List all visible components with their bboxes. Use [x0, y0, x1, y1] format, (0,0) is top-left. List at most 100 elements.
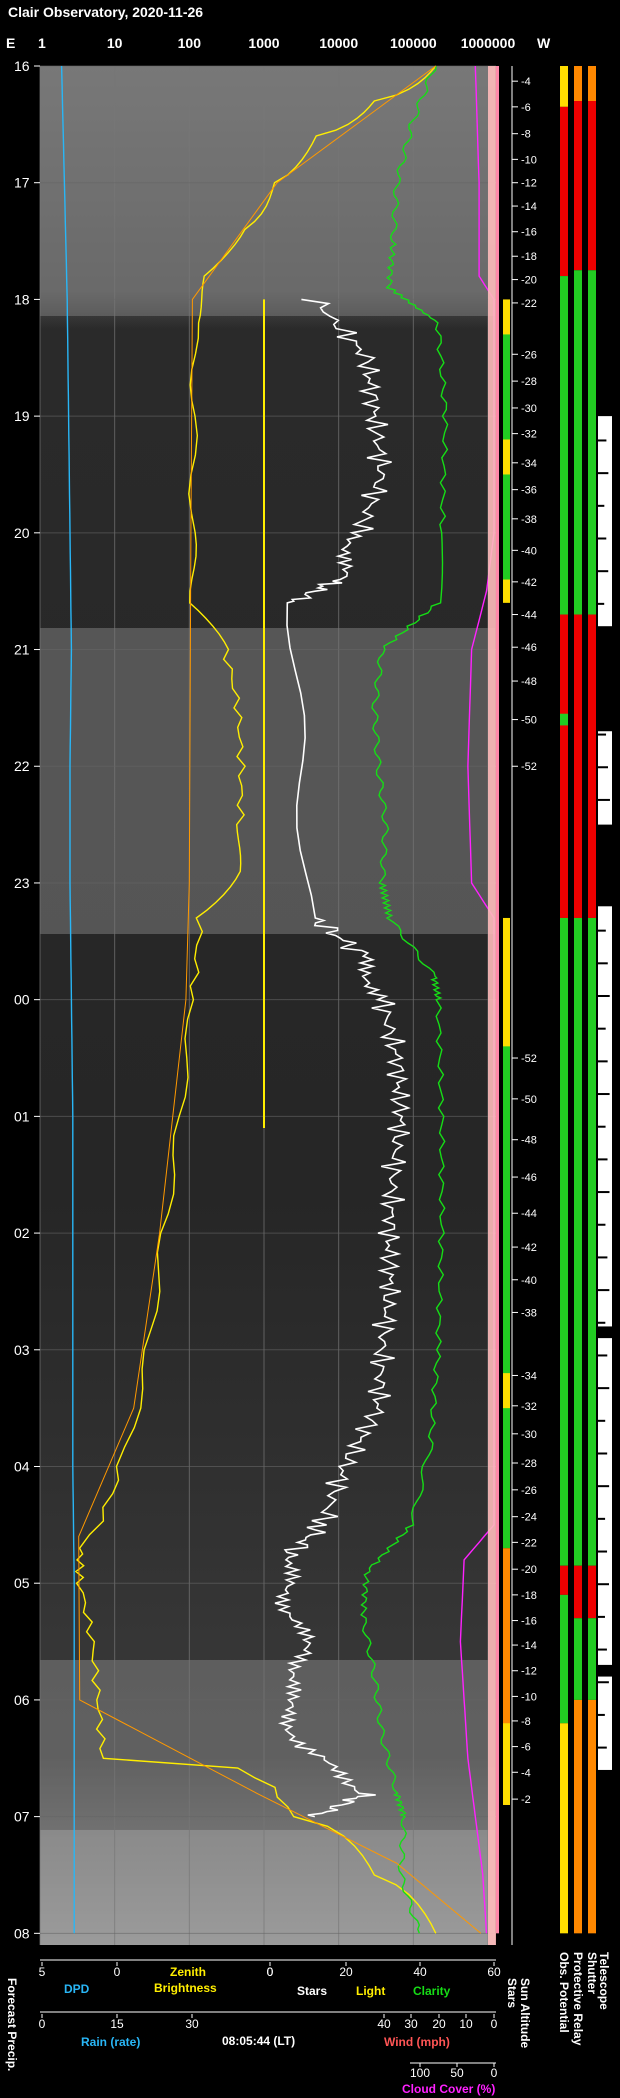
sun-altitude-tick-label: -28: [521, 1458, 537, 1470]
telescope-status-gap: [598, 896, 610, 899]
top-tick-label: 1000000: [461, 35, 516, 51]
telescope-status-gap: [598, 733, 607, 736]
status-row-label: Shutter: [585, 1952, 599, 1994]
sun-altitude-tick-label: -26: [521, 1485, 537, 1497]
status-row-label: Protective Relay: [571, 1952, 585, 2046]
telescope-status-gap: [598, 994, 610, 997]
status-row-labels: Obs. Potential Protective Relay ShutterTel…: [557, 1952, 611, 2046]
sun-altitude-tick-label: -46: [521, 642, 537, 654]
clarity-label: Clarity: [413, 1984, 451, 1998]
protective-relay-status: [574, 270, 582, 615]
wind-tick-label: 10: [459, 2017, 473, 2031]
telescope-status-gap: [598, 1517, 606, 1520]
sun-altitude-tick-label: -52: [521, 761, 537, 773]
obs-potential-status: [560, 713, 568, 726]
sun-altitude-tick-label: -44: [521, 1208, 537, 1220]
cloud-tick-label: 50: [450, 2066, 464, 2080]
cloud-cover-label: Cloud Cover (%): [402, 2082, 495, 2096]
stars-line: [274, 298, 411, 1818]
telescope-status-gap: [598, 962, 608, 965]
sun-altitude-tick-label: -44: [521, 610, 537, 622]
forecast-precip-label: Forecast Precip.: [5, 1978, 19, 2071]
time-tick-label: 22: [14, 758, 30, 774]
telescope-status-gap: [598, 1681, 609, 1684]
time-tick-label: 07: [14, 1809, 30, 1825]
telescope-status-gap: [598, 472, 609, 475]
sun-altitude-tick-label: -18: [521, 1590, 537, 1602]
sun-altitude-tick-label: -46: [521, 1172, 537, 1184]
sun-altitude-tick-label: -12: [521, 178, 537, 190]
telescope-status-gap: [598, 929, 606, 932]
top-tick-label: 10000: [319, 35, 358, 51]
sun-altitude-tick-label: -40: [521, 545, 537, 557]
time-tick-label: 02: [14, 1225, 30, 1241]
sun-altitude-tick-label: -30: [521, 1429, 537, 1441]
time-tick-label: 04: [14, 1458, 30, 1474]
shutter-status: [588, 101, 596, 271]
telescope-status-gap: [598, 1354, 608, 1357]
telescope-status-gap: [598, 1387, 610, 1390]
sun-altitude-tick-label: -16: [521, 227, 537, 239]
top-axis-labels: 1 10 100 1000 10000 100000 1000000: [38, 35, 515, 51]
sun-altitude-tick-label: -24: [521, 1512, 537, 1524]
telescope-status-gap: [598, 1256, 608, 1259]
protective-relay-status: [574, 66, 582, 102]
telescope-status-gap: [598, 1093, 610, 1096]
rain-tick-label: 0: [39, 2017, 46, 2031]
telescope-status-gap: [598, 570, 609, 573]
dpd-tick-label: 5: [39, 1965, 46, 1979]
stars-tick-label: 60: [487, 1965, 501, 1979]
sun-altitude-label: Sun Altitude: [518, 1978, 532, 2049]
obs-potential-status: [560, 66, 568, 107]
telescope-status: [598, 416, 612, 627]
stars-label: Stars: [297, 1984, 327, 1998]
protective-relay-status: [574, 917, 582, 1566]
stars-status: [503, 1548, 510, 1805]
dpd-line: [60, 65, 75, 1934]
sun-altitude-tick-label: -14: [521, 201, 537, 213]
stars-status: [503, 917, 510, 1549]
protective-relay-status: [574, 1565, 582, 1619]
telescope-status-gap: [598, 1289, 610, 1292]
obs-potential-status: [560, 276, 568, 615]
time-tick-label: 20: [14, 525, 30, 541]
time-tick-label: 17: [14, 175, 30, 191]
sun-altitude-tick-label: -38: [521, 514, 537, 526]
time-tick-label: 21: [14, 642, 30, 658]
sun-altitude-tick-label: -26: [521, 349, 537, 361]
telescope-status-gap: [598, 602, 605, 605]
sun-altitude-tick-label: -20: [521, 1564, 537, 1576]
telescope-status-gap: [598, 1027, 606, 1030]
time-tick-label: 18: [14, 291, 30, 307]
time-tick-label: 01: [14, 1108, 30, 1124]
wind-tick-label: 0: [491, 2017, 498, 2031]
shutter-status: [588, 1565, 596, 1619]
sun-altitude-tick-label: -2: [521, 1794, 531, 1806]
sun-altitude-tick-label: -28: [521, 376, 537, 388]
time-tick-label: 08: [14, 1925, 30, 1941]
obs-potential-status: [560, 917, 568, 1566]
stars-status: [503, 474, 510, 580]
rain-tick-label: 15: [110, 2017, 124, 2031]
brightness-tick-label: 0: [267, 1965, 274, 1979]
telescope-status-gap: [598, 439, 607, 442]
rain-tick-label: 30: [185, 2017, 199, 2031]
shutter-status: [588, 66, 596, 102]
telescope-status-gap: [598, 1060, 608, 1063]
dpd-tick-label: 0: [114, 1965, 121, 1979]
telescope-status-gap: [598, 504, 605, 507]
chart-title: Clair Observatory, 2020-11-26: [8, 4, 203, 20]
sun-altitude-tick-label: -12: [521, 1666, 537, 1678]
wind-tick-label: 30: [404, 2017, 418, 2031]
rain-label: Rain (rate): [81, 2035, 140, 2049]
forecast-brightness-line: [78, 65, 482, 1934]
status-row-label: Obs. Potential: [557, 1952, 571, 2033]
cloud-tick-label: 0: [491, 2066, 498, 2080]
stars-status: [503, 66, 510, 300]
stars-status: [503, 1373, 510, 1409]
pink-strip: [488, 66, 496, 1945]
sun-altitude-tick-label: -48: [521, 1135, 537, 1147]
time-tick-label: 05: [14, 1575, 30, 1591]
